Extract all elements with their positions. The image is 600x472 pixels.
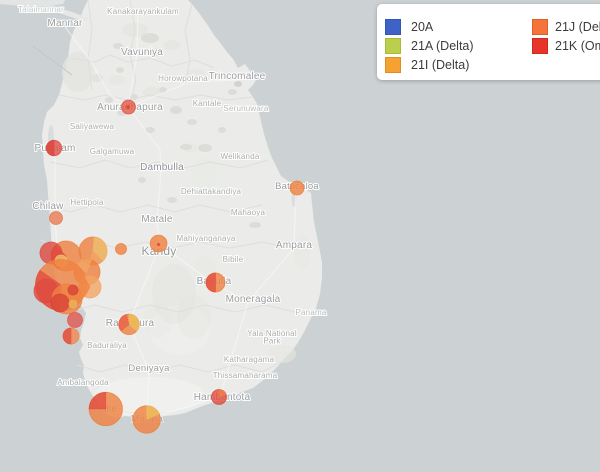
svg-text:Serunuwara: Serunuwara — [223, 104, 268, 113]
svg-text:Galgamuwa: Galgamuwa — [90, 147, 135, 156]
svg-text:Park: Park — [263, 337, 281, 346]
svg-text:Talaimannar: Talaimannar — [18, 5, 64, 14]
svg-text:Hettipola: Hettipola — [70, 198, 104, 207]
svg-text:Horowpotana: Horowpotana — [158, 74, 208, 83]
svg-text:Kanakarayankulam: Kanakarayankulam — [107, 7, 179, 16]
svg-text:Yala National: Yala National — [247, 329, 297, 338]
svg-text:Baduraliya: Baduraliya — [87, 341, 127, 350]
svg-text:Kantale: Kantale — [193, 99, 222, 108]
svg-text:Katharagama: Katharagama — [224, 355, 275, 364]
svg-text:Welikanda: Welikanda — [220, 152, 259, 161]
svg-text:Moneragala: Moneragala — [226, 294, 281, 305]
svg-text:Dambulla: Dambulla — [140, 162, 184, 173]
svg-text:Mannar: Mannar — [47, 18, 83, 29]
svg-text:Ambalangoda: Ambalangoda — [57, 378, 109, 387]
svg-text:Vavuniya: Vavuniya — [121, 47, 163, 58]
svg-text:Panama: Panama — [296, 308, 327, 317]
svg-text:Mahaoya: Mahaoya — [231, 208, 266, 217]
svg-text:Trincomalee: Trincomalee — [209, 71, 266, 82]
svg-text:Matale: Matale — [141, 214, 172, 225]
svg-text:Bibile: Bibile — [223, 255, 244, 264]
svg-text:Thissamaharama: Thissamaharama — [213, 371, 278, 380]
svg-text:Dehiattakandiya: Dehiattakandiya — [181, 187, 242, 196]
svg-text:Ampara: Ampara — [276, 240, 312, 251]
svg-text:Mahiyanganaya: Mahiyanganaya — [176, 234, 235, 243]
svg-text:Saliyawewa: Saliyawewa — [70, 122, 115, 131]
svg-text:Deniyaya: Deniyaya — [128, 363, 170, 374]
svg-text:Chilaw: Chilaw — [32, 201, 64, 212]
